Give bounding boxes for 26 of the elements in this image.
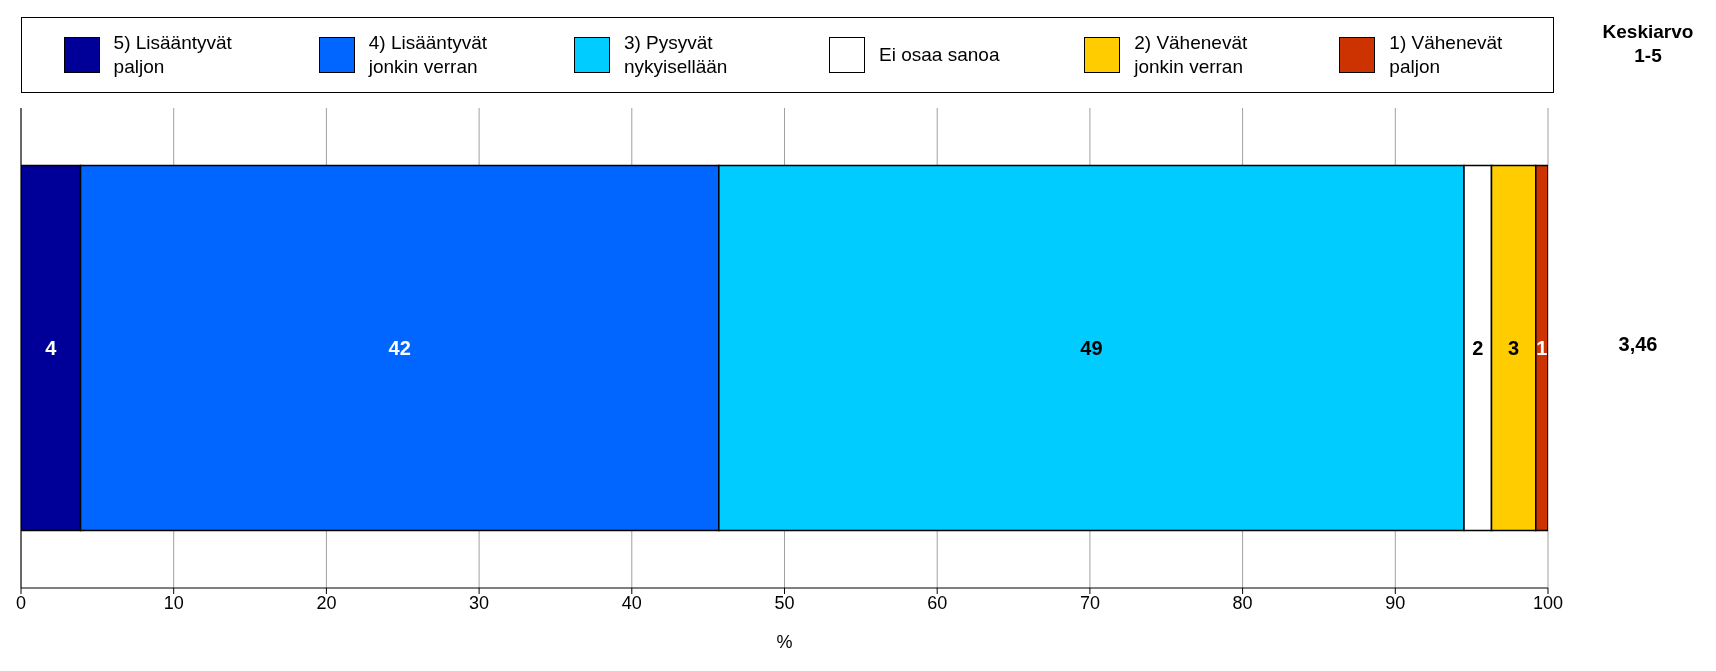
x-tick-label: 50 [774, 592, 795, 613]
legend-label: Ei osaa sanoa [879, 43, 1001, 67]
x-tick-label: 100 [1532, 592, 1564, 613]
text: 3,46 [1617, 333, 1659, 356]
x-tick-label: 90 [1385, 592, 1406, 613]
x-tick-label: 70 [1079, 592, 1100, 613]
legend-label: 1) Vähenevät paljon [1389, 31, 1504, 79]
x-tick-label: 0 [15, 592, 27, 613]
x-axis-title: % [776, 632, 793, 652]
x-tick-label: 10 [163, 592, 184, 613]
data-label: 4 [45, 337, 58, 360]
x-tick-label: 60 [927, 592, 948, 613]
data-label: 1 [1536, 337, 1548, 360]
legend-label: 4) Lisääntyvät jonkin verran [368, 31, 489, 79]
x-tick-label: 80 [1232, 592, 1253, 613]
text: Keskiarvo 1-5 [1601, 20, 1695, 68]
legend-label: 5) Lisääntyvät paljon [113, 31, 233, 79]
x-tick-label: 20 [316, 592, 337, 613]
legend-label: 2) Vähenevät jonkin verran [1134, 31, 1249, 79]
x-tick-label: 40 [621, 592, 642, 613]
x-tick-label: 30 [469, 592, 490, 613]
legend-label: 3) Pysyvät nykyisellään [623, 31, 729, 79]
data-label: 42 [388, 337, 411, 360]
data-label: 49 [1080, 337, 1103, 360]
data-label: 2 [1472, 337, 1484, 360]
data-label: 3 [1508, 337, 1520, 360]
